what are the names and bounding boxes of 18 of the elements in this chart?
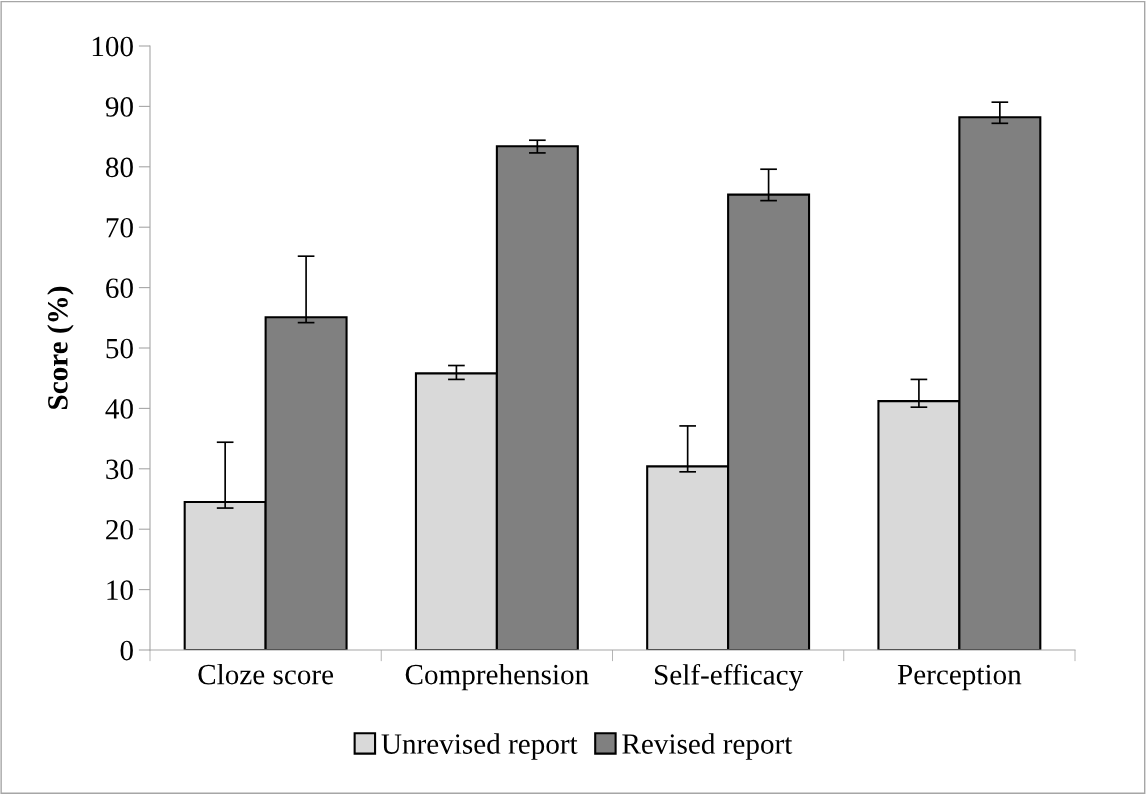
x-tick-label: Self-efficacy <box>655 663 804 691</box>
y-tick-label: 70 <box>106 217 133 238</box>
y-tick-label: 10 <box>107 580 133 601</box>
x-tick-label: Comprehension <box>405 663 589 691</box>
x-tick-label: Cloze score <box>198 663 334 685</box>
y-tick-label: 60 <box>106 278 133 299</box>
y-tick-label: 40 <box>105 399 133 419</box>
legend-label: Revised report <box>622 733 793 760</box>
y-axis-title: Score (%) <box>47 286 74 409</box>
y-tick-label: 90 <box>105 97 133 117</box>
legend-label: Unrevised report <box>381 733 578 760</box>
y-tick-label: 100 <box>92 36 133 57</box>
y-tick-label: 30 <box>106 459 133 480</box>
y-tick-label: 20 <box>106 519 133 540</box>
y-tick-label: 80 <box>105 157 133 178</box>
y-tick-label: 0 <box>120 640 133 661</box>
y-tick-label: 50 <box>106 338 133 359</box>
x-tick-label: Perception <box>897 664 1022 691</box>
